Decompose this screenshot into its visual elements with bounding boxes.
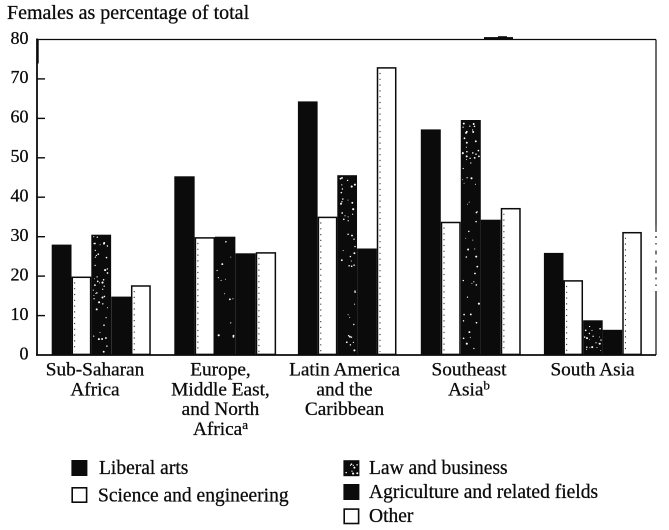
svg-text:Africa: Africa <box>70 379 120 400</box>
svg-text:80: 80 <box>11 28 29 48</box>
svg-text:Liberal arts: Liberal arts <box>99 458 188 479</box>
svg-text:and the: and the <box>316 379 372 400</box>
svg-text:Females as percentage of total: Females as percentage of total <box>7 2 250 24</box>
svg-text:20: 20 <box>11 264 29 284</box>
svg-text:70: 70 <box>11 67 29 87</box>
svg-text:Caribbean: Caribbean <box>305 399 385 420</box>
svg-text:0: 0 <box>20 343 29 363</box>
svg-text:Asiab: Asiab <box>448 377 490 400</box>
svg-text:Africaa: Africaa <box>193 417 248 440</box>
svg-text:Agriculture and related fields: Agriculture and related fields <box>369 482 598 503</box>
svg-text:South Asia: South Asia <box>550 360 635 381</box>
svg-text:Law and business: Law and business <box>369 458 508 479</box>
svg-text:Europe,: Europe, <box>190 360 251 381</box>
svg-text:10: 10 <box>11 304 29 324</box>
svg-text:30: 30 <box>11 225 29 245</box>
svg-text:Other: Other <box>369 506 414 527</box>
svg-text:40: 40 <box>11 186 29 206</box>
svg-text:and North: and North <box>182 399 260 420</box>
svg-text:50: 50 <box>11 146 29 166</box>
svg-text:Science and engineering: Science and engineering <box>98 486 289 507</box>
svg-text:Sub-Saharan: Sub-Saharan <box>46 360 145 381</box>
svg-text:Southeast: Southeast <box>432 360 508 381</box>
svg-text:Middle East,: Middle East, <box>171 379 270 400</box>
svg-text:60: 60 <box>11 107 29 127</box>
svg-text:Latin America: Latin America <box>289 360 400 381</box>
